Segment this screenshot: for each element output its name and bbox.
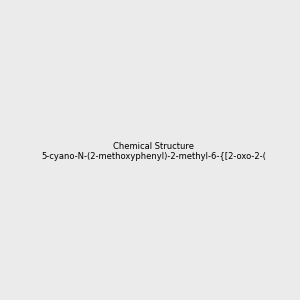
Text: Chemical Structure
5-cyano-N-(2-methoxyphenyl)-2-methyl-6-{[2-oxo-2-(: Chemical Structure 5-cyano-N-(2-methoxyp…	[41, 142, 266, 161]
